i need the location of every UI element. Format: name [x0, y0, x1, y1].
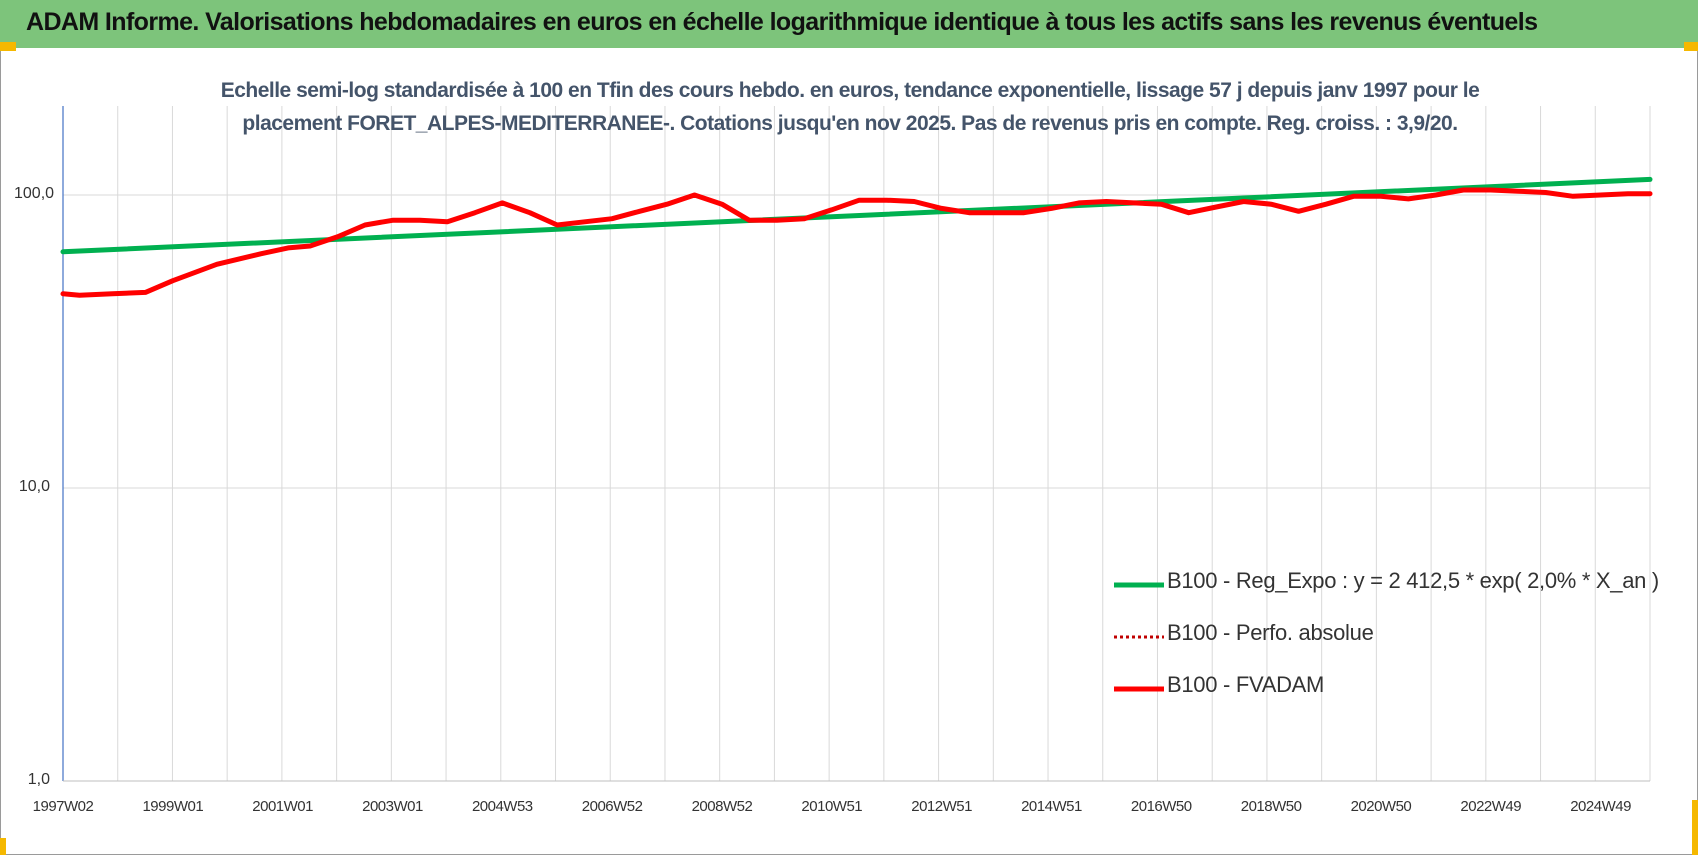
legend-label-regression: B100 - Reg_Expo : y = 2 412,5 * exp( 2,0…	[1167, 568, 1659, 593]
x-tick-label: 2014W51	[1021, 798, 1082, 815]
y-tick-label: 100,0	[14, 185, 55, 202]
corner-marker-tr	[1684, 42, 1698, 51]
x-tick-label: 2020W50	[1350, 798, 1412, 815]
title-banner: ADAM Informe. Valorisations hebdomadaire…	[0, 0, 1698, 48]
legend-swatch-regression	[1114, 582, 1164, 588]
x-tick-label: 1997W02	[32, 798, 94, 815]
x-tick-label: 2024W49	[1570, 798, 1631, 815]
x-tick-label: 2003W01	[362, 798, 423, 815]
x-tick-label: 2010W51	[801, 798, 863, 815]
series-line-fvadam	[60, 187, 1653, 298]
legend-label-perfo: B100 - Perfo. absolue	[1167, 620, 1374, 645]
x-tick-label: 2016W50	[1130, 798, 1192, 815]
x-tick-label: 2006W52	[581, 798, 643, 815]
page-title: ADAM Informe. Valorisations hebdomadaire…	[26, 8, 1538, 36]
subtitle-line-1: Echelle semi-log standardisée à 100 en T…	[220, 79, 1480, 102]
x-tick-label: 1999W01	[142, 798, 204, 815]
x-tick-label: 2008W52	[691, 798, 753, 815]
x-tick-label: 2022W49	[1460, 798, 1522, 815]
x-tick-label: 2004W53	[471, 798, 533, 815]
series-line-regression	[60, 176, 1653, 255]
x-tick-label: 2012W51	[911, 798, 972, 815]
corner-marker-br	[1692, 800, 1698, 855]
corner-marker-bl	[0, 838, 6, 855]
chart-subtitle: Echelle semi-log standardisée à 100 en T…	[150, 74, 1550, 140]
x-tick-label: 2018W50	[1240, 798, 1302, 815]
corner-marker-tl	[0, 42, 16, 51]
legend-swatch-perfo	[1114, 635, 1164, 639]
legend-label-fvadam: B100 - FVADAM	[1167, 672, 1325, 697]
legend-swatch-fvadam	[1114, 686, 1164, 692]
y-tick-label: 1,0	[27, 771, 50, 788]
subtitle-line-2: placement FORET_ALPES-MEDITERRANEE-. Cot…	[242, 112, 1458, 135]
x-tick-label: 2001W01	[252, 798, 313, 815]
y-tick-label: 10,0	[18, 478, 50, 495]
